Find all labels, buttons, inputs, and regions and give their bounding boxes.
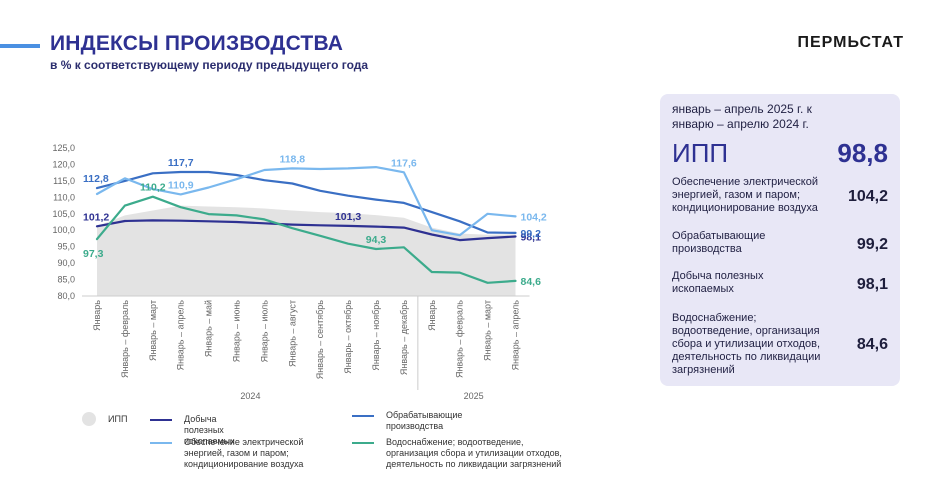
y-tick-label: 105,0 (52, 209, 75, 219)
data-label: 99,2 (521, 228, 542, 240)
legend-swatch-mining (150, 419, 172, 421)
y-tick-label: 125,0 (52, 143, 75, 153)
x-tick-label: Январь – май (204, 300, 214, 357)
x-tick-label: Январь – март (148, 300, 158, 361)
panel-row-energy: Обеспечение электрической энергией, газо… (672, 176, 888, 220)
data-label: 84,6 (521, 276, 542, 288)
series-line (95, 219, 517, 242)
x-tick-label: Январь (92, 300, 102, 331)
year-label: 2024 (240, 391, 260, 400)
legend-item-energy: Обеспечение электрической энергией, газо… (150, 437, 328, 470)
y-tick-label: 110,0 (53, 192, 75, 202)
series-line (95, 170, 517, 234)
x-tick-label: Январь – июль (259, 300, 269, 363)
panel-heading: январь – апрель 2025 г. к январю – апрел… (672, 102, 812, 131)
x-tick-label: Январь – март (483, 300, 493, 361)
accent-bar (0, 44, 40, 48)
data-label: 117,6 (391, 157, 417, 169)
panel-row-value: 99,2 (856, 236, 888, 253)
data-label: 98,1 (521, 231, 542, 243)
legend-label-water: Водоснабжение; водоотведение, организаци… (386, 437, 562, 469)
series-line (95, 195, 517, 284)
panel-row-value: 84,6 (856, 336, 888, 353)
year-label: 2025 (464, 391, 484, 400)
y-tick-label: 95,0 (57, 242, 75, 252)
data-label: 112,8 (83, 173, 109, 185)
panel-row-mining: Добыча полезных ископаемых 98,1 (672, 270, 888, 300)
y-tick-label: 100,0 (52, 225, 75, 235)
data-label: 101,2 (83, 211, 109, 223)
legend-swatch-manufacturing (352, 415, 374, 417)
panel-ipp-label: ИПП (672, 138, 729, 168)
legend-item-water: Водоснабжение; водоотведение, организаци… (352, 437, 564, 470)
legend-item-mining: Добыча полезных ископаемых (150, 414, 235, 447)
y-tick-label: 90,0 (57, 258, 75, 268)
panel-row-label: Обрабатывающие производства (672, 230, 766, 255)
legend-swatch-energy (150, 442, 172, 444)
panel-row-label: Водоснабжение; водоотведение, организаци… (672, 312, 821, 376)
data-label: 101,3 (335, 211, 361, 223)
data-label: 110,2 (140, 182, 166, 194)
x-tick-label: Январь – декабрь (399, 300, 409, 375)
data-label: 110,9 (168, 179, 194, 191)
panel-ipp-value: 98,8 (837, 138, 888, 168)
data-label: 94,3 (366, 234, 387, 246)
data-label: 118,8 (279, 153, 305, 165)
data-label: 97,3 (83, 248, 104, 260)
legend-label-mining: Добыча полезных ископаемых (184, 414, 235, 446)
x-tick-label: Январь – апрель (176, 300, 186, 371)
line-chart: 125,0 120,0 115,0 110,0 105,0 100,0 95,0 90,0 85… (52, 143, 547, 400)
x-tick-label: Январь – апрель (511, 300, 521, 371)
panel-row-value: 104,2 (847, 188, 888, 205)
y-tick-label: 85,0 (57, 275, 75, 285)
legend-item-manufacturing: Обрабатывающие производства (352, 410, 462, 432)
x-tick-label: Январь – февраль (455, 300, 465, 378)
legend-swatch-ipp (82, 412, 96, 426)
data-label: 104,2 (521, 211, 547, 223)
legend-label-energy: Обеспечение электрической энергией, газо… (184, 437, 304, 469)
x-tick-label: Январь (427, 300, 437, 331)
panel-row-label: Обеспечение электрической энергией, газо… (672, 176, 818, 214)
x-tick-label: Январь – сентябрь (315, 300, 325, 379)
page-subtitle: в % к соответствующему периоду предыдуще… (50, 58, 369, 72)
page-title: ИНДЕКСЫ ПРОИЗВОДСТВА (50, 32, 344, 55)
panel-row-manufacturing: Обрабатывающие производства 99,2 (672, 230, 888, 260)
panel-row-water: Водоснабжение; водоотведение, организаци… (672, 312, 888, 380)
x-tick-label: Январь – август (287, 300, 297, 367)
series-line (95, 166, 517, 237)
legend-item-ipp: ИПП (82, 412, 128, 426)
panel-row-value: 98,1 (856, 276, 888, 293)
legend-swatch-water (352, 442, 374, 444)
y-tick-label: 80,0 (57, 291, 75, 301)
x-tick-label: Январь – ноябрь (371, 300, 381, 371)
x-tick-label: Январь – октябрь (343, 300, 353, 374)
legend-label-ipp: ИПП (108, 414, 128, 424)
panel-row-label: Добыча полезных ископаемых (672, 270, 764, 295)
y-tick-label: 120,0 (52, 159, 75, 169)
data-label: 117,7 (168, 157, 194, 169)
brand-logo-text: ПЕРМЬСТАТ (797, 34, 904, 51)
y-tick-label: 115,0 (53, 176, 75, 186)
x-tick-label: Январь – июнь (232, 300, 242, 363)
summary-panel: январь – апрель 2025 г. к январю – апрел… (660, 94, 900, 386)
legend-label-manufacturing: Обрабатывающие производства (386, 410, 463, 431)
x-tick-label: Январь – февраль (120, 300, 130, 378)
